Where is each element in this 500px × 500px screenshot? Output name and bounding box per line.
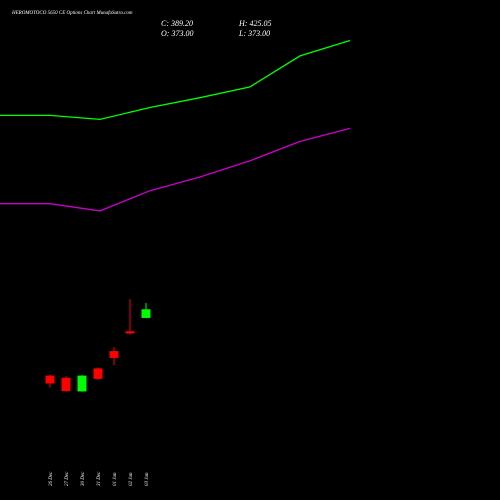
- x-tick-label: 03 Jan: [145, 472, 150, 486]
- x-tick-label: 02 Jan: [129, 472, 134, 486]
- candle-body-down: [61, 377, 71, 392]
- candle-body-down: [45, 375, 55, 384]
- x-tick-label: 01 Jan: [113, 472, 118, 486]
- low-value: L: 373.00: [239, 29, 271, 38]
- candle-body-up: [77, 375, 87, 392]
- open-value: O: 373.00: [161, 29, 194, 38]
- x-tick-label: 26 Dec: [49, 471, 54, 486]
- x-tick-label: 31 Dec: [97, 471, 102, 486]
- candle-body-up: [141, 309, 151, 318]
- high-value: H: 425.05: [239, 19, 272, 28]
- x-tick-label: 27 Dec: [65, 471, 70, 486]
- candle-body-down: [109, 351, 119, 358]
- magenta-line: [0, 127, 351, 212]
- candle-body-down: [125, 331, 135, 334]
- chart-title: HEROMOTOCO 5650 CE Options Chart MunafaS…: [12, 11, 133, 16]
- x-tick-label: 30 Dec: [81, 471, 86, 486]
- candle-body-down: [93, 368, 103, 379]
- close-value: C: 389.20: [161, 19, 193, 28]
- green-line: [0, 39, 351, 121]
